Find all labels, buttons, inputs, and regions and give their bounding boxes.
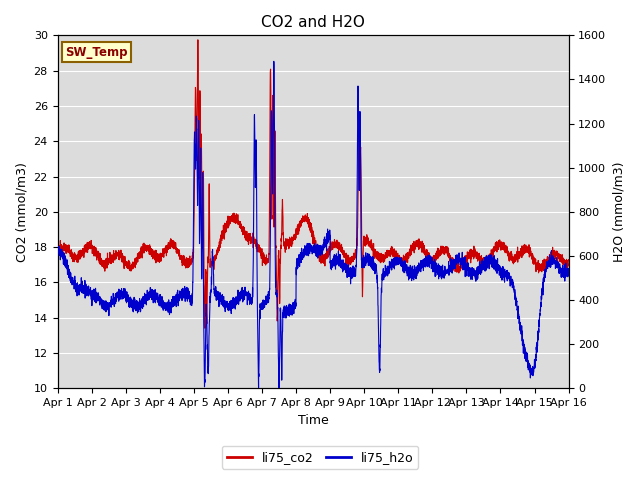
Y-axis label: CO2 (mmol/m3): CO2 (mmol/m3) xyxy=(15,162,28,262)
Legend: li75_co2, li75_h2o: li75_co2, li75_h2o xyxy=(221,446,419,469)
Title: CO2 and H2O: CO2 and H2O xyxy=(261,15,365,30)
Text: SW_Temp: SW_Temp xyxy=(65,46,128,59)
Y-axis label: H2O (mmol/m3): H2O (mmol/m3) xyxy=(612,162,625,262)
X-axis label: Time: Time xyxy=(298,414,328,427)
